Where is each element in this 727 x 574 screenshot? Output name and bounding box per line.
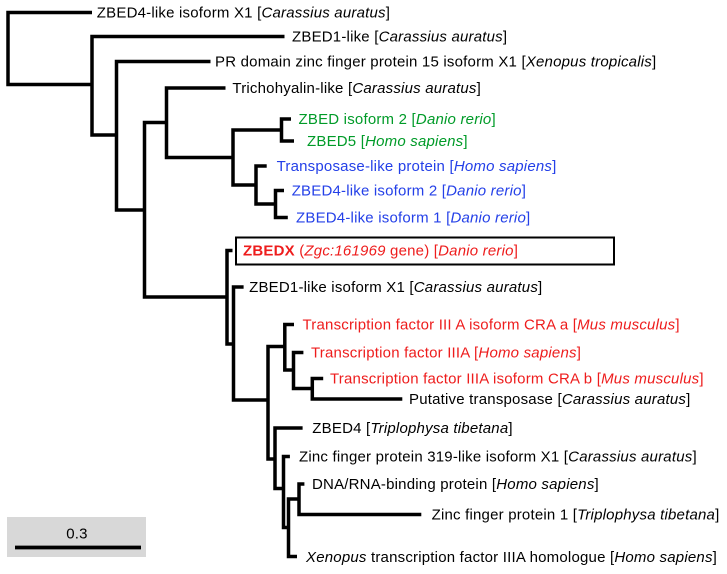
svg-text:ZBED4-like isoform 1 [Danio re: ZBED4-like isoform 1 [Danio rerio] — [296, 210, 530, 227]
svg-text:Trichohyalin-like [Carassius a: Trichohyalin-like [Carassius auratus] — [232, 80, 481, 97]
svg-text:Transposase-like protein [Homo: Transposase-like protein [Homo sapiens] — [277, 158, 557, 175]
svg-text:Zinc finger protein 1 [Triplop: Zinc finger protein 1 [Triplophysa tibet… — [432, 507, 720, 524]
svg-text:ZBED5 [Homo sapiens]: ZBED5 [Homo sapiens] — [307, 133, 468, 150]
svg-text:Putative transposase [Carassiu: Putative transposase [Carassius auratus] — [409, 391, 691, 408]
svg-text:Transcription factor IIIA isof: Transcription factor IIIA isoform CRA b … — [330, 371, 704, 388]
svg-text:ZBED4 [Triplophysa tibetana]: ZBED4 [Triplophysa tibetana] — [312, 420, 512, 437]
svg-text:Xenopus transcription factor I: Xenopus transcription factor IIIA homolo… — [305, 549, 717, 566]
svg-text:ZBED4-like isoform 2 [Danio re: ZBED4-like isoform 2 [Danio rerio] — [292, 183, 526, 200]
svg-text:Transcription factor III A iso: Transcription factor III A isoform CRA a… — [303, 317, 680, 334]
svg-text:DNA/RNA-binding protein [Homo: DNA/RNA-binding protein [Homo sapiens] — [312, 476, 599, 493]
svg-text:ZBEDX (Zgc:161969 gene) [Danio: ZBEDX (Zgc:161969 gene) [Danio rerio] — [243, 243, 518, 260]
svg-text:ZBED1-like [Carassius auratus]: ZBED1-like [Carassius auratus] — [292, 29, 507, 46]
svg-text:ZBED4-like isoform X1 [Carassi: ZBED4-like isoform X1 [Carassius auratus… — [97, 5, 390, 22]
svg-text:ZBED1-like isoform X1 [Carassi: ZBED1-like isoform X1 [Carassius auratus… — [249, 279, 542, 296]
svg-text:PR domain zinc finger protein: PR domain zinc finger protein 15 isoform… — [215, 54, 656, 71]
svg-text:0.3: 0.3 — [66, 526, 87, 543]
svg-text:Zinc finger protein 319-like i: Zinc finger protein 319-like isoform X1 … — [299, 449, 697, 466]
svg-text:ZBED isoform 2 [Danio rerio]: ZBED isoform 2 [Danio rerio] — [299, 111, 496, 128]
svg-text:Transcription factor IIIA [Hom: Transcription factor IIIA [Homo sapiens] — [311, 345, 581, 362]
